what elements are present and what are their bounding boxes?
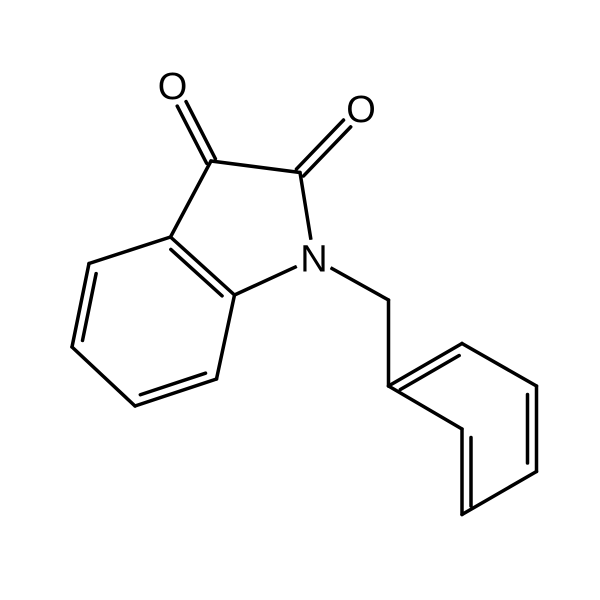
- bond: [217, 295, 235, 379]
- bond: [462, 472, 537, 515]
- bond: [171, 237, 235, 295]
- bond: [211, 161, 300, 173]
- bond: [331, 268, 388, 300]
- bond: [389, 386, 463, 429]
- bond: [72, 347, 135, 406]
- bond: [171, 161, 212, 237]
- molecule-canvas: N O O: [0, 0, 600, 600]
- bond: [304, 127, 351, 176]
- bond: [89, 237, 171, 264]
- bond: [140, 373, 205, 395]
- bond: [462, 344, 537, 387]
- atom-label-o: O: [346, 89, 376, 131]
- bond: [171, 249, 222, 295]
- bond: [296, 120, 343, 169]
- bond: [235, 267, 296, 295]
- atom-label-n: N: [300, 239, 327, 281]
- bond: [389, 344, 463, 387]
- bond: [300, 173, 311, 239]
- atom-label-o: O: [158, 66, 188, 108]
- bond: [72, 264, 89, 348]
